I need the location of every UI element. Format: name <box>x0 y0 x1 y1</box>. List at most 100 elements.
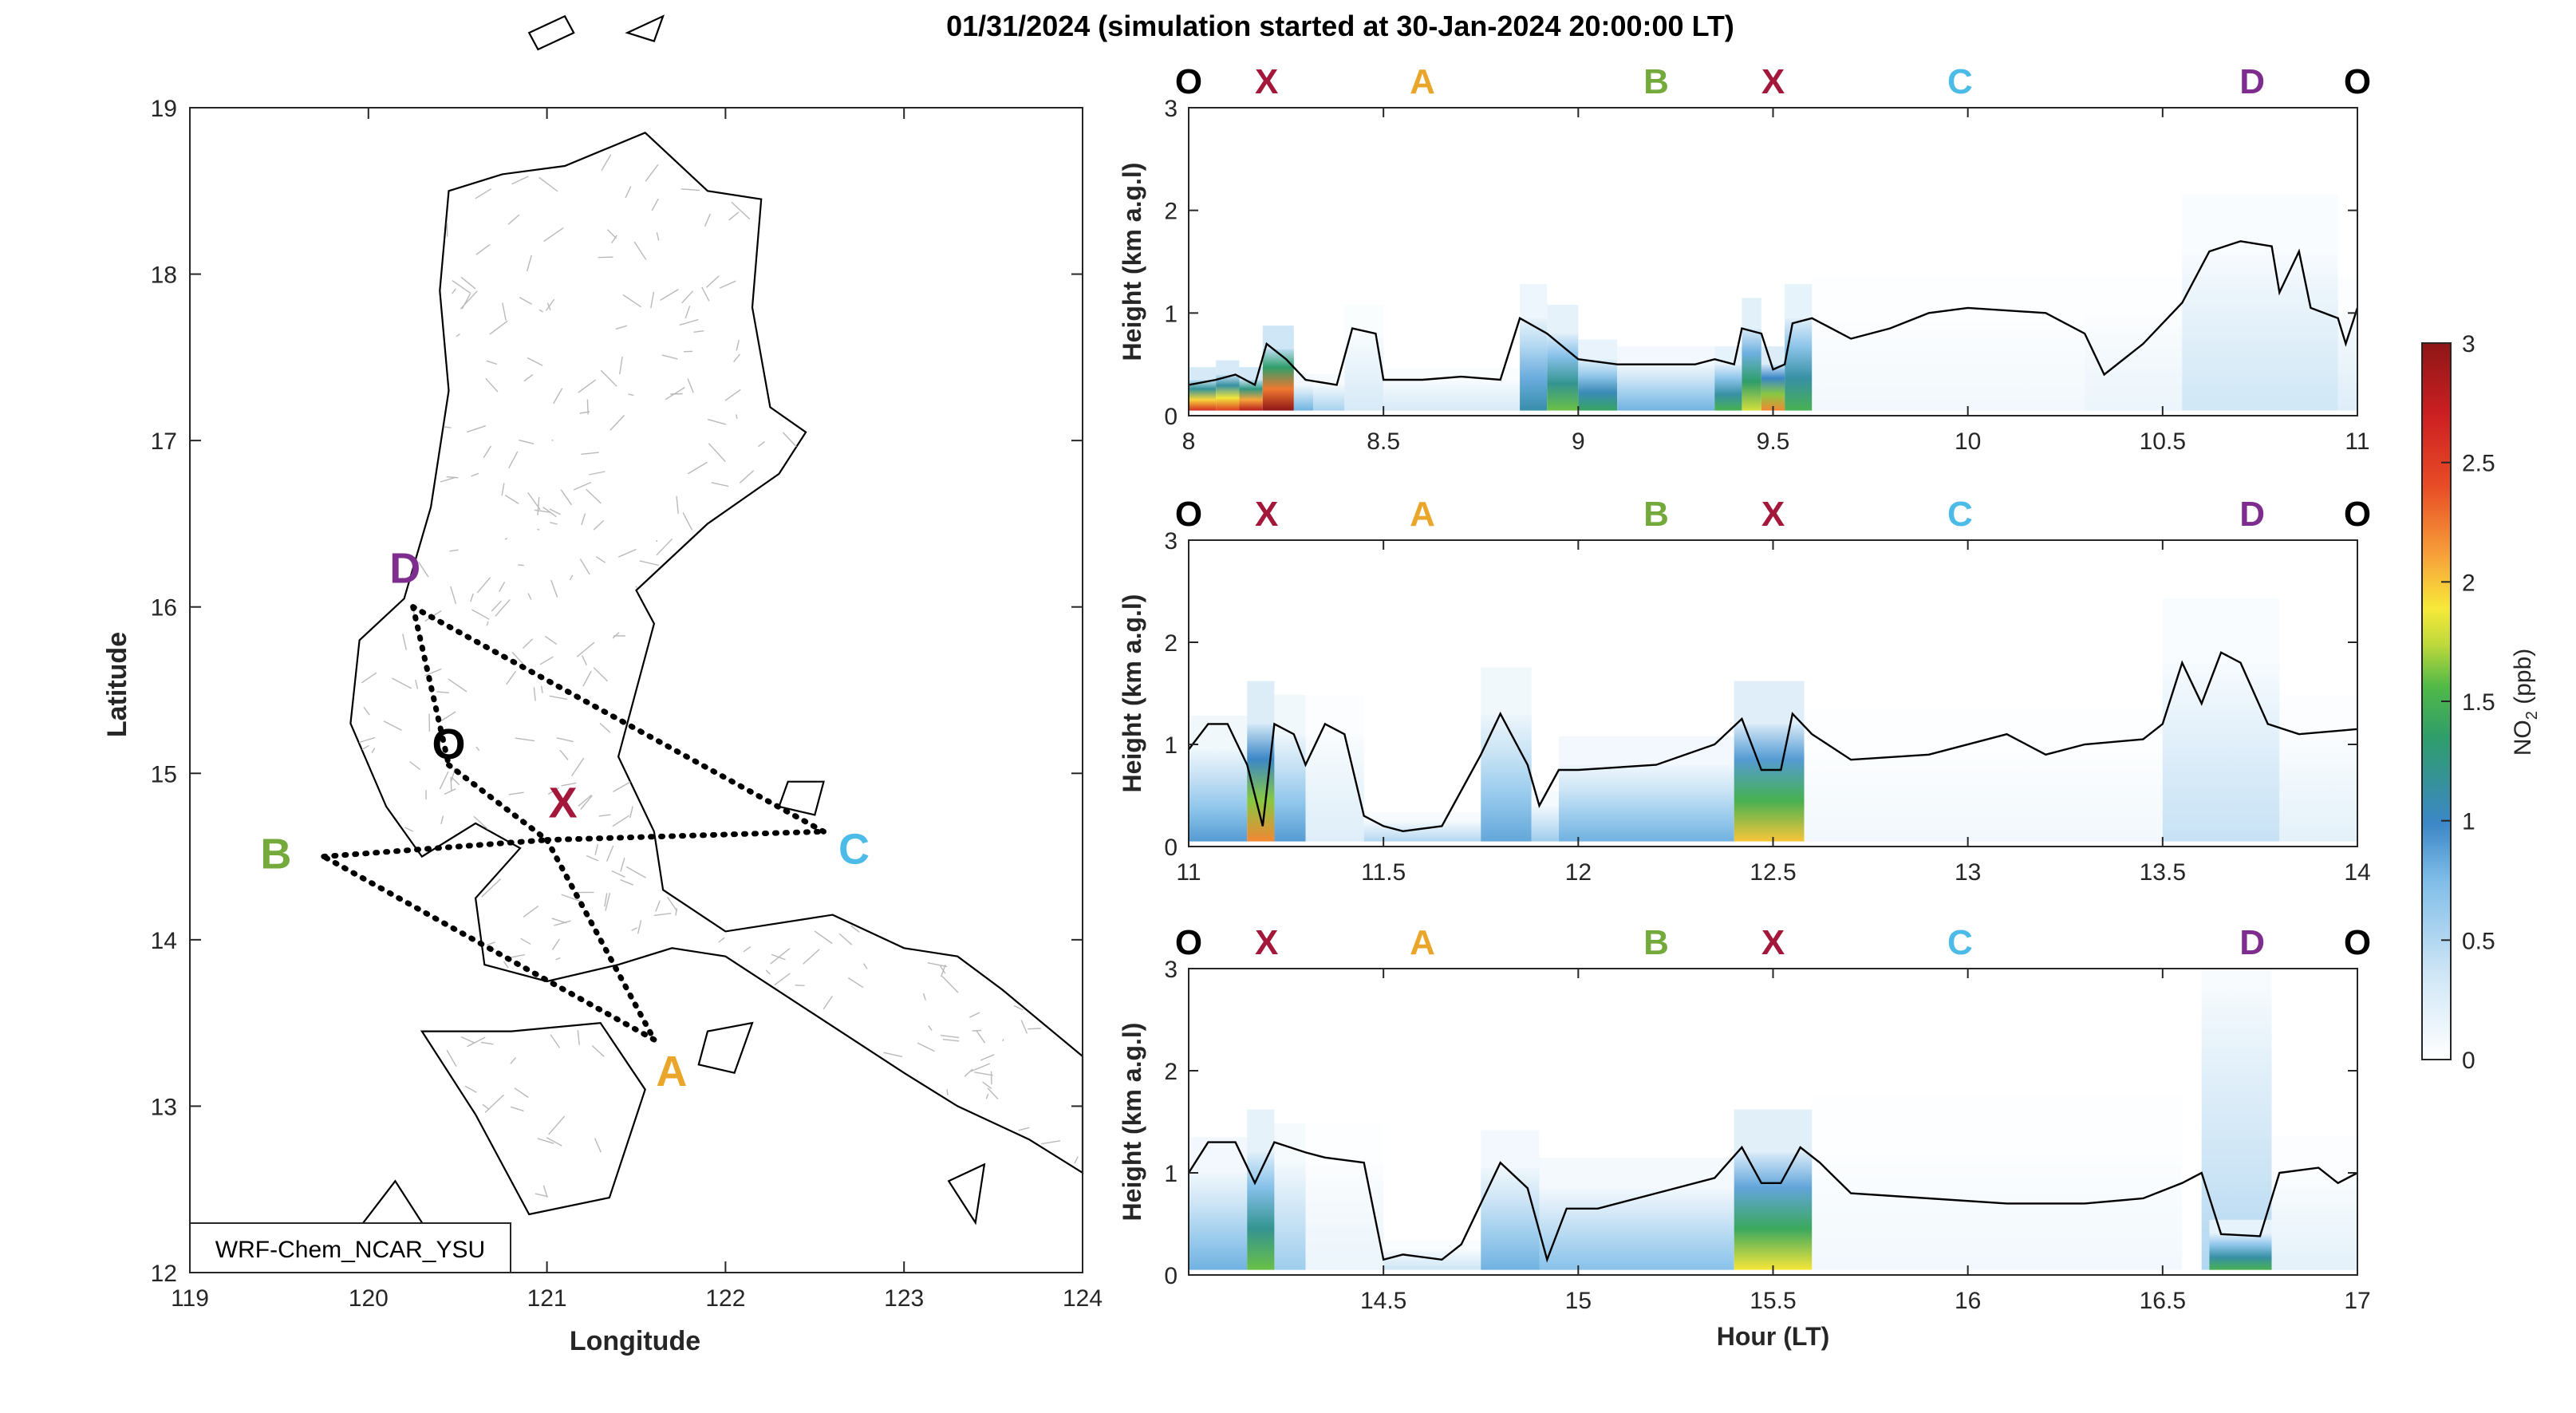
boundary-line <box>655 900 661 912</box>
boundary-line <box>361 672 377 684</box>
x-tick-label: 11 <box>1176 859 1201 886</box>
boundary-line <box>542 507 557 518</box>
map-y-tick-label: 15 <box>151 761 177 787</box>
boundary-line <box>482 1103 490 1110</box>
no2-halo <box>1742 298 1761 329</box>
boundary-line <box>611 235 617 243</box>
boundary-line <box>604 893 608 907</box>
boundary-line <box>569 574 574 581</box>
map-x-tick-label: 120 <box>349 1285 389 1312</box>
boundary-line <box>515 737 535 742</box>
boundary-line <box>556 737 574 743</box>
boundary-line <box>581 513 586 526</box>
no2-cell <box>1189 749 1248 842</box>
boundary-line <box>653 913 672 917</box>
boundary-line <box>736 414 738 419</box>
boundary-line <box>580 795 593 810</box>
no2-cell <box>2085 313 2183 411</box>
boundary-line <box>683 350 693 353</box>
boundary-line <box>620 879 634 886</box>
no2-halo <box>1363 811 1481 821</box>
boundary-line <box>549 508 561 515</box>
map-y-tick-label: 19 <box>151 96 177 122</box>
no2-halo <box>1216 360 1240 375</box>
no2-halo <box>1383 1240 1481 1249</box>
no2-halo <box>1617 346 1715 365</box>
waypoint-label-a: A <box>1410 923 1435 962</box>
y-tick-label: 2 <box>1164 630 1178 657</box>
boundary-line <box>617 548 637 558</box>
boundary-line <box>682 512 693 531</box>
no2-cell <box>1481 713 1532 842</box>
no2-cell <box>2182 251 2338 411</box>
y-tick-label: 0 <box>1164 404 1178 430</box>
y-tick-label: 0 <box>1164 1263 1178 1289</box>
no2-cell <box>1305 1162 1384 1270</box>
no2-cell <box>2279 734 2357 842</box>
boundary-line <box>523 373 534 382</box>
waypoint-label-a: A <box>1410 62 1435 101</box>
x-tick-label: 9 <box>1572 428 1585 455</box>
boundary-line <box>491 600 502 612</box>
no2-cell <box>1305 734 1364 842</box>
boundary-line <box>1018 1127 1030 1131</box>
boundary-line <box>770 948 791 965</box>
y-tick-label: 3 <box>1164 528 1178 555</box>
boundary-line <box>968 1012 980 1018</box>
boundary-line <box>718 937 725 943</box>
boundary-line <box>941 1035 960 1039</box>
no2-halo <box>1539 1158 1734 1189</box>
boundary-line <box>527 491 541 511</box>
x-tick-label: 14 <box>2344 859 2370 886</box>
boundary-line <box>613 781 631 793</box>
boundary-line <box>594 1138 602 1153</box>
no2-cell <box>1383 1249 1481 1270</box>
boundary-line <box>501 483 505 496</box>
boundary-line <box>974 1072 993 1076</box>
boundary-line <box>731 201 751 220</box>
no2-cell <box>1547 334 1579 411</box>
waypoint-label-b: B <box>1643 62 1669 101</box>
boundary-line <box>537 528 540 531</box>
boundary-line <box>708 443 726 462</box>
y-tick-label: 0 <box>1164 835 1178 861</box>
boundary-line <box>1002 1039 1004 1042</box>
boundary-line <box>486 621 489 626</box>
island-outline <box>527 14 575 51</box>
boundary-line <box>976 1030 986 1044</box>
boundary-line <box>711 482 729 487</box>
boundary-line <box>684 306 691 319</box>
boundary-line <box>507 214 520 225</box>
map-y-tick-label: 12 <box>151 1261 177 1287</box>
boundary-line <box>534 509 551 513</box>
y-tick-label: 2 <box>1164 199 1178 225</box>
no2-cell <box>1239 379 1263 411</box>
curtain-panel-1: 8 8.5 9 9.5 10 10.5 11 0 1 2 3 Height (km a.g.l) O X A… <box>1118 62 2371 455</box>
curtain-panel-3: 14.5 15 15.5 16 16.5 17 0 1 2 3 Height (km a.g.l) H… <box>1118 923 2371 1351</box>
no2-cell <box>1274 1162 1306 1270</box>
no2-halo <box>1804 708 2163 744</box>
boundary-line <box>600 369 617 387</box>
boundary-line <box>606 229 617 239</box>
map-axes-frame <box>189 107 1083 1273</box>
figure-title: 01/31/2024 (simulation started at 30-Jan… <box>946 10 1734 42</box>
boundary-line <box>542 1185 548 1198</box>
no2-cell <box>1734 724 1805 842</box>
flight-track <box>321 604 826 1043</box>
map-point-c: C <box>838 825 870 873</box>
boundary-line <box>371 748 376 753</box>
x-tick-label: 13 <box>1955 859 1981 886</box>
boundary-line <box>582 670 592 687</box>
x-tick-label: 10 <box>1955 428 1981 455</box>
no2-cell <box>1539 1188 1734 1270</box>
no2-cell <box>1520 318 1548 411</box>
no2-halo <box>1558 736 1734 765</box>
x-tick-label: 9.5 <box>1757 428 1790 455</box>
boundary-line <box>577 1030 580 1045</box>
waypoint-label-o: O <box>2344 923 2371 962</box>
boundary-line <box>446 476 459 479</box>
waypoint-label-o: O <box>2344 62 2371 101</box>
boundary-line <box>612 815 629 827</box>
no2-halo <box>1481 1130 1540 1168</box>
waypoint-labels: O X A B C D <box>260 545 870 1095</box>
